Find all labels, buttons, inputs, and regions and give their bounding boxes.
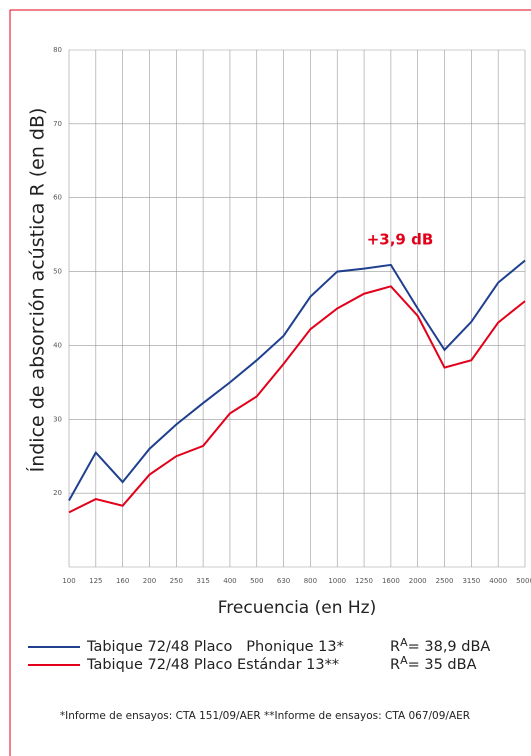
annotation: +3,9 dB — [367, 231, 434, 249]
y-tick-label: 40 — [53, 341, 62, 349]
x-tick-label: 125 — [89, 577, 102, 585]
x-tick-label: 100 — [62, 577, 75, 585]
footnote: *Informe de ensayos: CTA 151/09/AER **In… — [60, 710, 470, 722]
y-tick-label: 20 — [53, 489, 62, 497]
x-tick-label: 1250 — [355, 577, 373, 585]
x-tick-label: 800 — [304, 577, 317, 585]
x-tick-label: 4000 — [489, 577, 507, 585]
legend-label: Tabique 72/48 Placo Phonique 13* — [86, 639, 344, 655]
y-tick-label: 80 — [53, 46, 62, 54]
legend-rating-part: R — [390, 639, 400, 655]
data-line — [68, 259, 526, 502]
x-tick-label: 630 — [277, 577, 290, 585]
y-tick-label: 30 — [53, 415, 62, 423]
x-tick-label: 315 — [196, 577, 209, 585]
x-tick-label: 200 — [143, 577, 156, 585]
x-axis-label: Frecuencia (en Hz) — [218, 598, 376, 618]
legend-rating: RA= 35 dBA — [390, 654, 477, 673]
legend-rating: RA= 38,9 dBA — [390, 636, 490, 655]
x-tick-label: 400 — [223, 577, 236, 585]
legend-rating-part: = 35 dBA — [408, 657, 477, 673]
data-line — [68, 285, 526, 514]
x-tick-label: 2000 — [409, 577, 427, 585]
legend-rating-part: = 38,9 dBA — [408, 639, 491, 655]
y-tick-label: 50 — [53, 268, 62, 276]
legend-rating-part: A — [400, 654, 408, 667]
x-tick-label: 5000 — [516, 577, 531, 585]
x-tick-label: 1000 — [328, 577, 346, 585]
y-tick-label: 60 — [53, 194, 62, 202]
legend-rating-part: R — [390, 657, 400, 673]
legend-rating-part: A — [400, 636, 408, 649]
y-tick-label: 70 — [53, 120, 62, 128]
y-axis-label: Índice de absorción acústica R (en dB) — [26, 108, 49, 473]
legend-label: Tabique 72/48 Placo Estándar 13** — [86, 657, 339, 673]
x-tick-label: 3150 — [462, 577, 480, 585]
x-tick-label: 250 — [170, 577, 183, 585]
x-tick-label: 160 — [116, 577, 129, 585]
x-tick-label: 500 — [250, 577, 263, 585]
x-tick-label: 1600 — [382, 577, 400, 585]
x-tick-label: 2500 — [436, 577, 454, 585]
